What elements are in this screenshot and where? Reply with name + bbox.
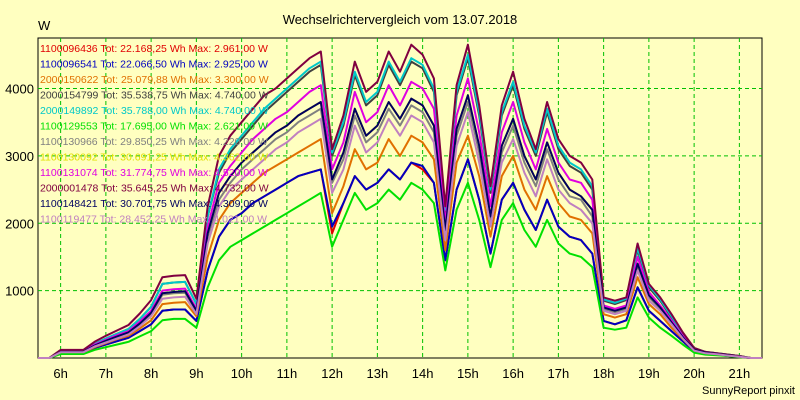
footer-credit: SunnyReport pinxit [702, 385, 795, 397]
y-tick-label: 4000 [5, 82, 34, 97]
x-tick-label: 16h [502, 366, 524, 381]
x-tick-label: 10h [231, 366, 253, 381]
legend-entry: 2000154799 Tot: 35.538,75 Wh Max: 4.740,… [40, 90, 269, 102]
x-tick-label: 15h [457, 366, 479, 381]
series-line-12 [38, 111, 762, 359]
x-tick-label: 20h [683, 366, 705, 381]
x-tick-label: 18h [593, 366, 615, 381]
legend-entry: 1100119477 Tot: 28.452,25 Wh Max: 4.021,… [40, 214, 267, 226]
y-tick-label: 3000 [5, 149, 34, 164]
series-line-10 [38, 43, 762, 359]
x-tick-label: 7h [99, 366, 113, 381]
legend-entry: 1100096436 Tot: 22.168,25 Wh Max: 2.961,… [40, 43, 268, 55]
legend-entry: 1100129553 Tot: 17.695,00 Wh Max: 2.621,… [40, 121, 268, 133]
x-tick-label: 21h [729, 366, 751, 381]
legend-entry: 2000149892 Tot: 35.788,00 Wh Max: 4.740,… [40, 105, 269, 117]
y-axis-unit-label: W [38, 18, 51, 33]
x-tick-label: 17h [548, 366, 570, 381]
series-lines [38, 43, 762, 359]
x-tick-label: 6h [53, 366, 67, 381]
series-line-3 [38, 134, 762, 359]
legend-entry: 1100131074 Tot: 31.774,75 Wh Max: 4.520,… [40, 167, 268, 179]
series-line-11 [38, 94, 762, 359]
axis-ticks: 6h 7h 8h 9h 10h 11h 12h 13h 14h 15h 16h 17h 18h 19h 20… [5, 82, 750, 381]
y-tick-label: 2000 [5, 216, 34, 231]
x-tick-label: 19h [638, 366, 660, 381]
legend-entry: 1100096541 Tot: 22.066,50 Wh Max: 2.925,… [40, 59, 268, 71]
x-tick-label: 14h [412, 366, 434, 381]
series-line-9 [38, 77, 762, 359]
series-line-2 [38, 158, 762, 359]
x-tick-label: 13h [367, 366, 389, 381]
x-tick-label: 12h [321, 366, 343, 381]
legend-entry: 2000001478 Tot: 35.645,25 Wh Max: 4.732,… [40, 183, 269, 195]
y-tick-label: 1000 [5, 284, 34, 299]
series-line-6 [38, 181, 762, 359]
legend-entry: 2000150622 Tot: 25.079,88 Wh Max: 3.300,… [40, 74, 269, 86]
legend-entry: 1100130092 Tot: 30.691,25 Wh Max: 4.362,… [40, 152, 268, 164]
legend-entry: 1100148421 Tot: 30.701,75 Wh Max: 4.309,… [40, 198, 268, 210]
legend-entry: 1100130966 Tot: 29.850,25 Wh Max: 4.220,… [40, 136, 268, 148]
legend: 1100096436 Tot: 22.168,25 Wh Max: 2.961,… [40, 43, 269, 226]
x-tick-label: 9h [189, 366, 203, 381]
chart-title: Wechselrichtervergleich vom 13.07.2018 [283, 12, 518, 27]
x-tick-label: 8h [144, 366, 158, 381]
x-tick-label: 11h [277, 366, 298, 381]
